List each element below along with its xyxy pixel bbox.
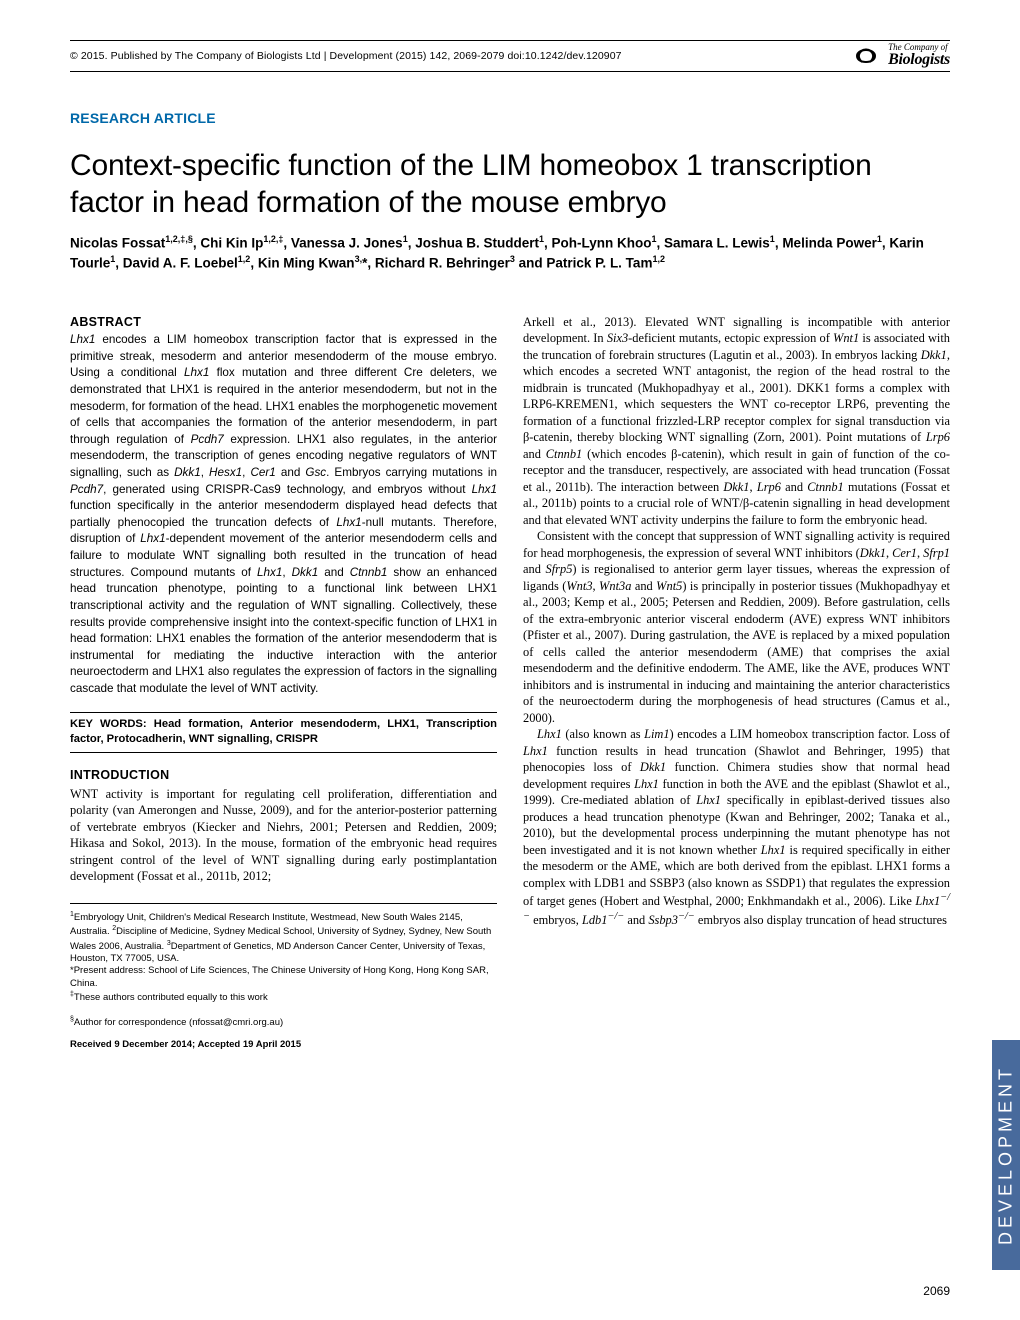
biologists-knot-icon: [851, 43, 881, 69]
intro-paragraph-1: WNT activity is important for regulating…: [70, 786, 497, 885]
affiliation-lines: 1Embryology Unit, Children's Medical Res…: [70, 910, 497, 966]
introduction-heading: INTRODUCTION: [70, 767, 497, 784]
affiliations-block: 1Embryology Unit, Children's Medical Res…: [70, 903, 497, 1052]
author-list: Nicolas Fossat1,2,‡,§, Chi Kin Ip1,2,‡, …: [70, 233, 950, 273]
body-paragraph-1: Arkell et al., 2013). Elevated WNT signa…: [523, 314, 950, 529]
received-accepted: Received 9 December 2014; Accepted 19 Ap…: [70, 1039, 497, 1051]
abstract-heading: ABSTRACT: [70, 314, 497, 331]
left-column: ABSTRACT Lhx1 encodes a LIM homeobox tra…: [70, 314, 497, 1052]
logo-big-text: Biologists: [888, 52, 950, 69]
article-title: Context-specific function of the LIM hom…: [70, 148, 950, 221]
header-meta-bar: © 2015. Published by The Company of Biol…: [70, 40, 950, 72]
publisher-logo: The Company of Biologists: [851, 43, 950, 69]
two-column-body: ABSTRACT Lhx1 encodes a LIM homeobox tra…: [70, 314, 950, 1052]
body-paragraph-2: Consistent with the concept that suppres…: [523, 528, 950, 726]
abstract-text: Lhx1 encodes a LIM homeobox transcriptio…: [70, 332, 497, 697]
journal-side-tab: DEVELOPMENT: [992, 1040, 1020, 1270]
corresponding-author: §Author for correspondence (nfossat@cmri…: [70, 1015, 497, 1030]
article-type-label: RESEARCH ARTICLE: [70, 110, 950, 126]
page-number: 2069: [923, 1284, 950, 1298]
right-column: Arkell et al., 2013). Elevated WNT signa…: [523, 314, 950, 1052]
present-address: *Present address: School of Life Science…: [70, 965, 497, 990]
copyright-text: © 2015. Published by The Company of Biol…: [70, 50, 622, 62]
keywords-text: KEY WORDS: Head formation, Anterior mese…: [70, 717, 497, 753]
equal-contribution: ‡These authors contributed equally to th…: [70, 990, 497, 1005]
body-paragraph-3: Lhx1 (also known as Lim1) encodes a LIM …: [523, 726, 950, 928]
